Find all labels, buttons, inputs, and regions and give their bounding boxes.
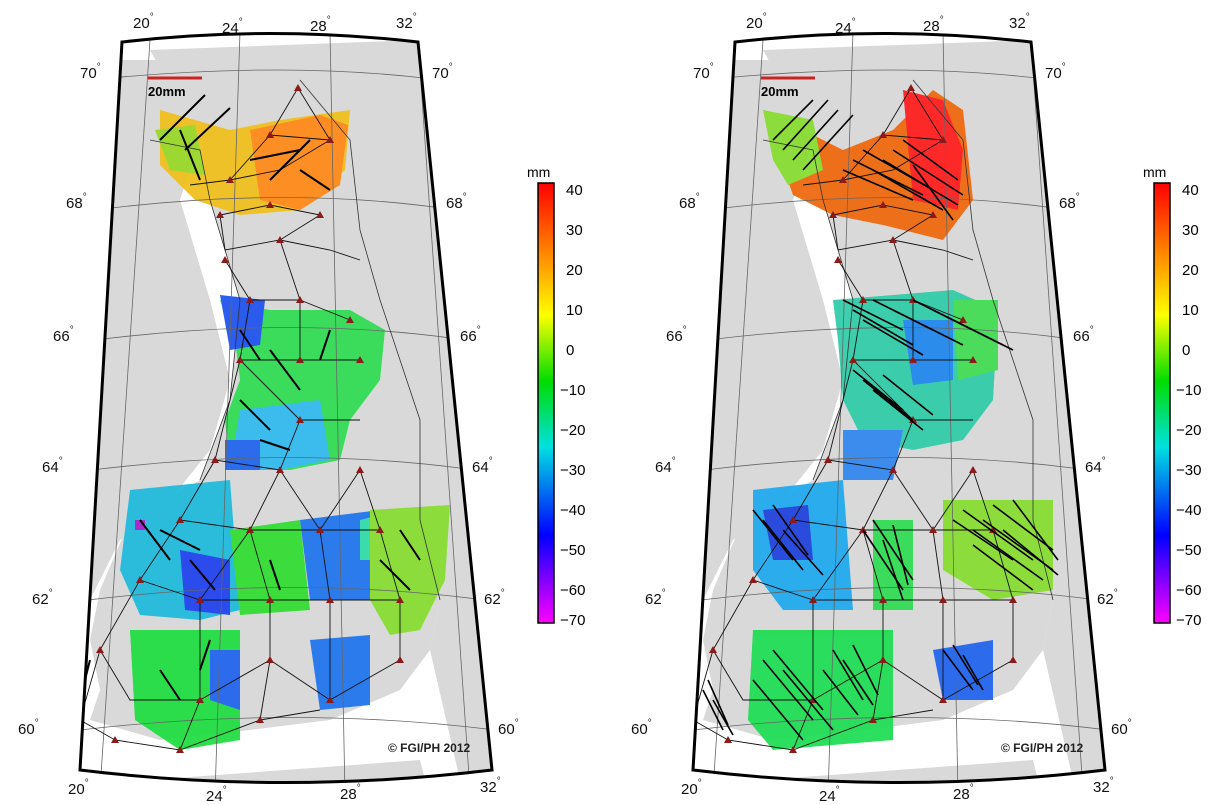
lat-label-left-64: 64° xyxy=(42,456,63,476)
lon-label-bottom-20: 20° xyxy=(681,778,702,798)
colorbar-tick: 30 xyxy=(1182,222,1199,239)
land-estonia xyxy=(763,760,1043,783)
lat-label-right-64: 64° xyxy=(472,456,493,476)
lat-label-right-60: 60° xyxy=(498,718,519,738)
colorbar-tick: 10 xyxy=(1182,302,1199,319)
lon-label-top-24: 24° xyxy=(222,17,243,37)
colorbar-tick: 40 xyxy=(566,182,583,199)
colorbar-tick: 20 xyxy=(566,262,583,279)
colorbar-left xyxy=(537,182,555,624)
lon-label-bottom-24: 24° xyxy=(206,785,227,805)
lat-label-left-62: 62° xyxy=(32,588,53,608)
lon-label-top-32: 32° xyxy=(1009,12,1030,32)
lat-label-right-62: 62° xyxy=(484,588,505,608)
lat-label-right-64: 64° xyxy=(1085,456,1106,476)
colorbar-title: mm xyxy=(527,164,551,180)
displacement-vectors-left xyxy=(80,94,421,701)
lon-label-top-32: 32° xyxy=(396,12,417,32)
colorbar-tick: −70 xyxy=(560,612,586,629)
lat-label-left-64: 64° xyxy=(655,456,676,476)
lat-label-right-68: 68° xyxy=(446,192,467,212)
colorbar-tick: 40 xyxy=(1182,182,1199,199)
colorbar-tick: −20 xyxy=(1176,422,1202,439)
colorbar-tick: −10 xyxy=(1176,382,1202,399)
network-triangles-right xyxy=(693,84,1017,753)
lat-label-left-62: 62° xyxy=(645,588,666,608)
lat-label-left-66: 66° xyxy=(666,325,687,345)
map-frame-left xyxy=(78,32,494,784)
lon-label-top-20: 20° xyxy=(746,12,767,32)
colorbar-tick: 30 xyxy=(566,222,583,239)
lat-label-right-62: 62° xyxy=(1097,588,1118,608)
colorbar-tick: −10 xyxy=(560,382,586,399)
colorbar-tick: −50 xyxy=(560,542,586,559)
colorbar-tick: −60 xyxy=(1176,582,1202,599)
lon-label-top-24: 24° xyxy=(835,17,856,37)
map-panel-right: 20mm © FGI/PH 2012 20° 24° 28° 32° 20° 2… xyxy=(613,0,1225,805)
lon-label-top-28: 28° xyxy=(310,15,331,35)
lat-label-left-60: 60° xyxy=(631,718,652,738)
lat-label-left-60: 60° xyxy=(18,718,39,738)
lat-label-left-70: 70° xyxy=(693,62,714,82)
map-panel-left: 20mm © FGI/PH 2012 20° 24° 28° 32° 20° 2… xyxy=(0,0,612,805)
scale-label: 20mm xyxy=(148,84,186,99)
colorbar-tick: 20 xyxy=(1182,262,1199,279)
lon-label-bottom-24: 24° xyxy=(819,785,840,805)
graticule-left xyxy=(80,33,492,783)
colorbar-right xyxy=(1153,182,1171,624)
land-estonia xyxy=(150,760,430,783)
colorbar-tick: −30 xyxy=(1176,462,1202,479)
lat-label-right-70: 70° xyxy=(432,62,453,82)
colorbar-tick: 10 xyxy=(566,302,583,319)
lat-label-right-60: 60° xyxy=(1111,718,1132,738)
scale-label: 20mm xyxy=(761,84,799,99)
lon-label-bottom-32: 32° xyxy=(480,776,501,796)
colorbar-tick: −20 xyxy=(560,422,586,439)
lat-label-left-70: 70° xyxy=(80,62,101,82)
map-canvas-left xyxy=(78,32,494,784)
lat-label-right-68: 68° xyxy=(1059,192,1080,212)
lat-label-left-66: 66° xyxy=(53,325,74,345)
colorbar-title: mm xyxy=(1143,164,1167,180)
colorbar-tick: −40 xyxy=(560,502,586,519)
lon-label-top-20: 20° xyxy=(133,12,154,32)
colorbar-tick: 0 xyxy=(566,342,575,359)
copyright-text: © FGI/PH 2012 xyxy=(388,741,471,755)
displacement-vectors-right xyxy=(702,99,1059,741)
lon-label-bottom-20: 20° xyxy=(68,778,89,798)
land-norway-russia xyxy=(763,40,1105,780)
colorbar-tick: −30 xyxy=(560,462,586,479)
lat-label-right-66: 66° xyxy=(1073,325,1094,345)
lon-label-top-28: 28° xyxy=(923,15,944,35)
copyright-text: © FGI/PH 2012 xyxy=(1001,741,1084,755)
lon-label-bottom-32: 32° xyxy=(1093,776,1114,796)
colorbar-tick: −50 xyxy=(1176,542,1202,559)
colorbar-tick: −40 xyxy=(1176,502,1202,519)
lon-label-bottom-28: 28° xyxy=(340,783,361,803)
map-canvas-right xyxy=(691,32,1107,784)
lat-label-left-68: 68° xyxy=(679,192,700,212)
lat-label-right-66: 66° xyxy=(460,325,481,345)
lon-label-bottom-28: 28° xyxy=(953,783,974,803)
lat-label-right-70: 70° xyxy=(1045,62,1066,82)
land-norway-russia xyxy=(150,40,492,780)
colorbar-tick: −60 xyxy=(560,582,586,599)
map-frame-right xyxy=(691,32,1107,784)
colorbar-tick: −70 xyxy=(1176,612,1202,629)
colorbar-tick: 0 xyxy=(1182,342,1191,359)
lat-label-left-68: 68° xyxy=(66,192,87,212)
